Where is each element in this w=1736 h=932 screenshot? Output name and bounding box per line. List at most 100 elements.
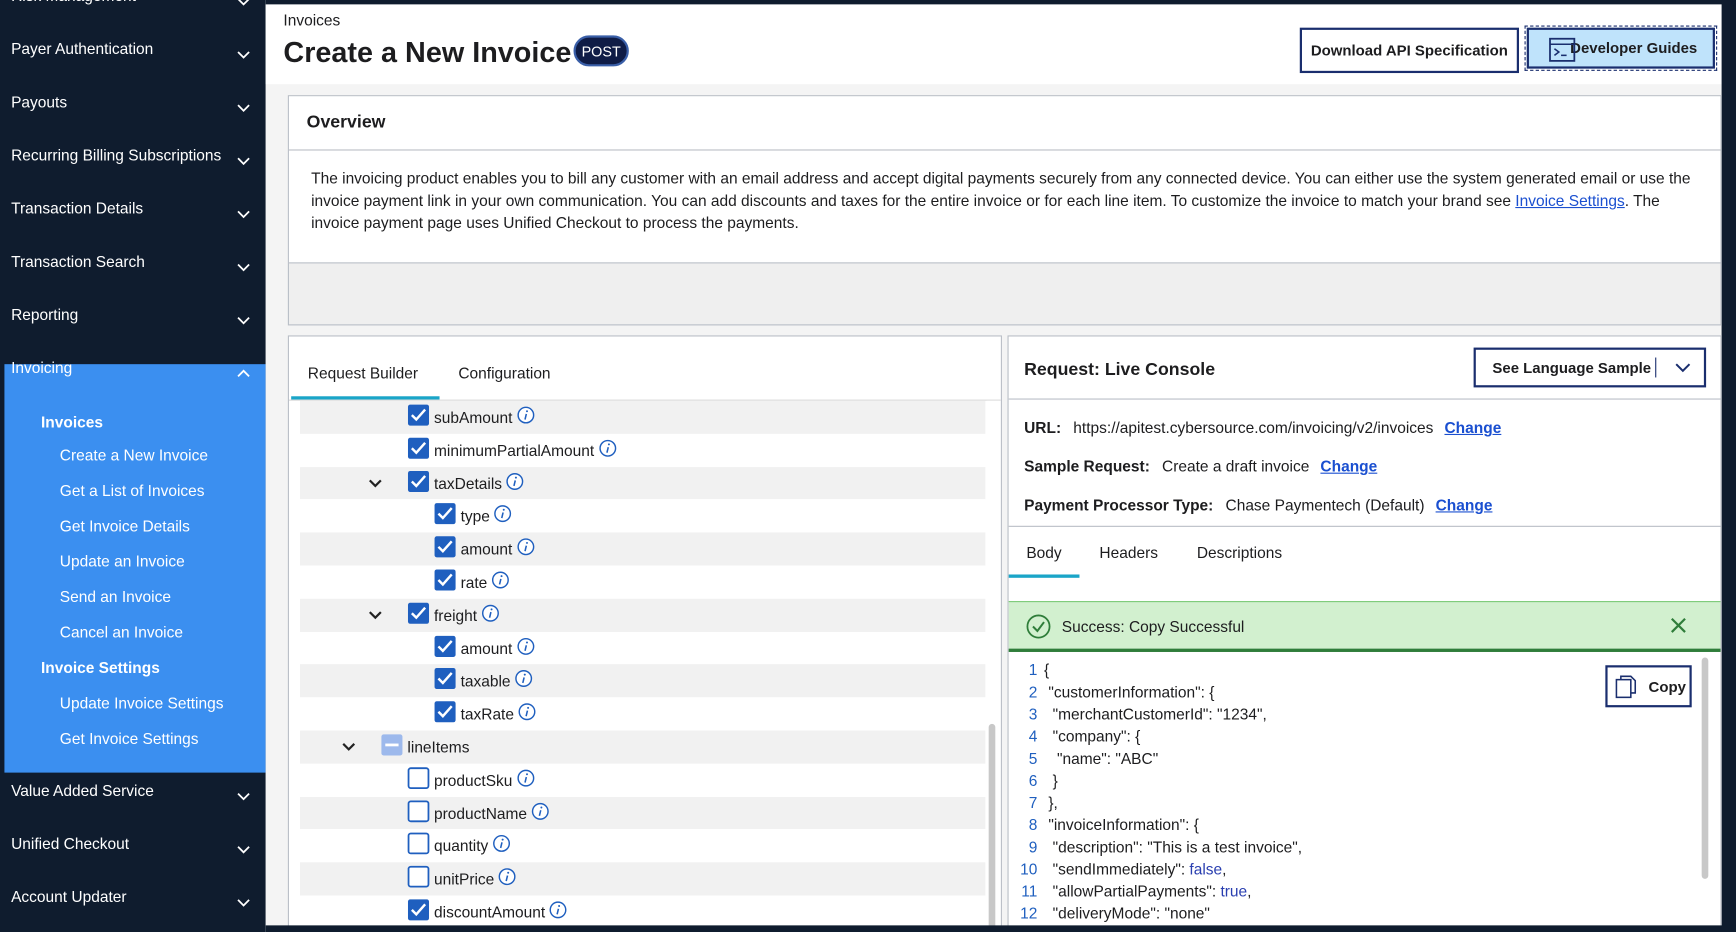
nav-link[interactable]: Update Invoice Settings xyxy=(59,694,224,712)
info-icon xyxy=(494,505,512,523)
field-label: Payment Processor Type: xyxy=(1024,495,1214,514)
language-label: See Language Sample xyxy=(1492,359,1652,377)
line-number: 6 xyxy=(1028,771,1038,790)
nav-link[interactable]: Cancel an Invoice xyxy=(59,623,184,641)
nav-section[interactable]: Recurring Billing Subscriptions xyxy=(11,146,222,164)
field-name[interactable]: lineItems xyxy=(407,738,470,757)
tree-row xyxy=(300,565,986,599)
top-frame xyxy=(265,0,1736,5)
nav-link[interactable]: Create a New Invoice xyxy=(59,446,208,464)
field-name[interactable]: productName xyxy=(433,804,528,822)
change-link[interactable]: Change xyxy=(1444,418,1502,437)
change-link[interactable]: Change xyxy=(1435,495,1493,514)
nav-section[interactable]: Unified Checkout xyxy=(11,834,130,853)
guides-button[interactable]: Developer Guides xyxy=(1524,25,1718,71)
field-name[interactable]: unitPrice xyxy=(433,870,495,888)
checkbox-checked xyxy=(434,701,456,723)
code-text: "invoiceInformation": { xyxy=(1044,815,1199,834)
field-name[interactable]: rate xyxy=(460,573,488,592)
field-name[interactable]: discountAmount xyxy=(433,903,546,921)
field-name[interactable]: amount xyxy=(460,540,513,559)
code-text: { xyxy=(1044,660,1050,679)
expand-chevron xyxy=(237,210,250,219)
method-badge: POST xyxy=(573,35,629,67)
field-name[interactable]: type xyxy=(460,507,490,526)
nav-group[interactable]: Invoices xyxy=(40,412,103,431)
code-line: "name": "ABC" xyxy=(1044,749,1158,767)
nav-link[interactable]: Get Invoice Settings xyxy=(59,729,199,748)
nav-section[interactable]: Risk Management xyxy=(11,0,136,4)
line-number: 4 xyxy=(1028,727,1038,745)
field-name[interactable]: minimumPartialAmount xyxy=(433,441,595,460)
field-name[interactable]: amount xyxy=(460,639,513,658)
checkbox-checked xyxy=(434,668,456,690)
main-content: Invoices Create a New Invoice POST Downl… xyxy=(265,0,1736,932)
nav-section[interactable]: Invoicing xyxy=(11,358,73,377)
field-name[interactable]: taxDetails xyxy=(433,474,503,493)
nav-section[interactable]: Value Added Service xyxy=(11,781,154,800)
nav-section[interactable]: Transaction Search xyxy=(11,252,145,271)
nav-section[interactable]: Transaction Details xyxy=(11,199,144,217)
checkbox-unchecked xyxy=(407,866,430,888)
expand-chevron xyxy=(237,263,250,272)
tree-row xyxy=(300,796,986,830)
field-name[interactable]: taxRate xyxy=(460,705,514,724)
tab-divider xyxy=(288,399,1001,401)
nav-section[interactable]: Reporting xyxy=(11,305,79,324)
builder-tab[interactable]: Request Builder xyxy=(307,364,419,382)
overview-text-end: . The invoice payment page uses Unified … xyxy=(311,191,1660,232)
tree-row xyxy=(300,763,986,797)
divider xyxy=(1008,525,1721,527)
console-tab[interactable]: Descriptions xyxy=(1196,543,1283,562)
tree-row xyxy=(300,598,986,632)
code-line: } xyxy=(1044,772,1058,790)
nav-link[interactable]: Send an Invoice xyxy=(59,587,171,606)
code-literal: false xyxy=(1189,860,1223,878)
code-text: "merchantCustomerId": "1234", xyxy=(1044,705,1267,723)
nav-section[interactable]: Payer Authentication xyxy=(11,39,154,58)
nav-link[interactable]: Get a List of Invoices xyxy=(59,481,205,500)
tree-row xyxy=(300,895,986,929)
checkbox-checked xyxy=(407,470,430,492)
alert-text: Success: Copy Successful xyxy=(1061,617,1245,636)
breadcrumb[interactable]: Invoices xyxy=(283,11,341,29)
active-tab-indicator xyxy=(1008,574,1080,578)
code-line: { xyxy=(1044,661,1049,679)
nav-link[interactable]: Update an Invoice xyxy=(59,552,185,571)
nav-section[interactable]: Payouts xyxy=(11,92,68,111)
line-number: 7 xyxy=(1028,793,1038,812)
console-tab[interactable]: Body xyxy=(1026,543,1062,562)
field-name[interactable]: subAmount xyxy=(433,408,513,427)
expand-chevron xyxy=(237,157,250,166)
download-button[interactable]: Download API Specification xyxy=(1299,27,1519,74)
nav-group[interactable]: Invoice Settings xyxy=(40,658,160,677)
field-name[interactable]: taxable xyxy=(460,672,511,691)
code-text: } xyxy=(1044,771,1058,790)
tree-row xyxy=(300,697,986,731)
copy-button[interactable]: Copy xyxy=(1605,665,1692,708)
code-text: "customerInformation": { xyxy=(1044,682,1215,701)
checkbox-unchecked xyxy=(407,833,430,855)
code-line: "company": { xyxy=(1044,727,1141,745)
invoice-settings-link[interactable]: Invoice Settings xyxy=(1515,191,1625,210)
nav-link[interactable]: Get Invoice Details xyxy=(59,516,190,535)
field-label: URL: xyxy=(1024,418,1062,437)
line-number: 8 xyxy=(1028,815,1038,834)
tree-row xyxy=(300,664,986,698)
language-button[interactable]: See Language Sample xyxy=(1473,347,1707,388)
code-text: }, xyxy=(1044,793,1058,812)
field-value: Create a draft invoice xyxy=(1162,457,1310,475)
scrollbar-thumb xyxy=(988,723,996,932)
console-tab[interactable]: Headers xyxy=(1099,543,1158,562)
change-link[interactable]: Change xyxy=(1320,457,1378,475)
nav-section[interactable]: Account Updater xyxy=(11,887,127,906)
code-text: "deliveryMode": "none" xyxy=(1044,904,1210,923)
info-icon xyxy=(517,769,535,787)
info-icon xyxy=(517,538,535,556)
bottom-frame xyxy=(265,925,1736,932)
field-name[interactable]: quantity xyxy=(433,837,489,855)
builder-tab[interactable]: Configuration xyxy=(458,364,551,382)
field-name[interactable]: productSku xyxy=(433,771,513,789)
field-name[interactable]: freight xyxy=(433,606,478,625)
